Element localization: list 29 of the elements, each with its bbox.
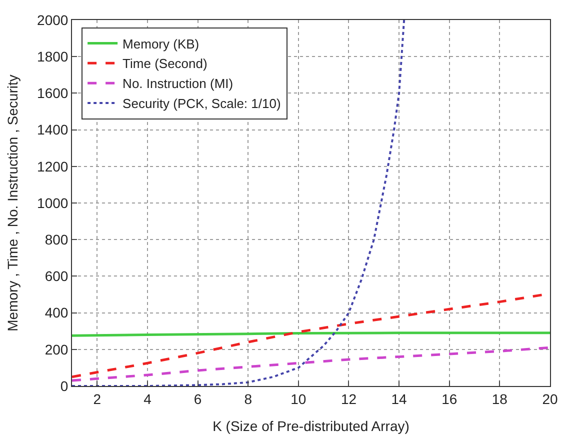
x-tick-label: 10 <box>290 390 306 407</box>
y-tick-label: 1600 <box>37 85 68 102</box>
x-tick-label: 2 <box>93 390 102 407</box>
line-series <box>72 346 550 382</box>
x-tick-label: 8 <box>244 390 252 407</box>
legend-label: Time (Second) <box>122 56 208 72</box>
y-tick-label: 0 <box>60 378 68 394</box>
x-axis-title: K (Size of Pre-distributed Array) <box>212 418 410 434</box>
legend-label: Memory (KB) <box>122 36 200 52</box>
y-tick-label: 1200 <box>37 158 68 174</box>
y-axis-title: Memory , Time , No. Instruction , Security <box>4 74 21 332</box>
y-tick-label: 1000 <box>37 194 68 211</box>
x-tick-label: 16 <box>442 390 458 407</box>
y-tick-label: 1800 <box>37 48 68 64</box>
y-tick-label: 800 <box>44 232 68 248</box>
y-tick-label: 600 <box>44 268 68 284</box>
x-tick-label: 18 <box>492 390 508 407</box>
y-tick-label: 400 <box>44 304 68 321</box>
x-tick-label: 12 <box>340 390 357 407</box>
legend-label: Security (PCK, Scale: 1/10) <box>122 96 281 112</box>
y-tick-label: 200 <box>44 341 68 358</box>
line-series <box>72 20 406 386</box>
legend-label: No. Instruction (MI) <box>122 76 234 92</box>
y-tick-label: 1400 <box>37 122 68 138</box>
x-tick-label: 20 <box>542 390 558 407</box>
y-tick-label: 2000 <box>37 12 68 28</box>
x-tick-label: 4 <box>144 390 152 407</box>
x-tick-label: 14 <box>391 390 408 407</box>
x-tick-label: 6 <box>194 390 202 407</box>
